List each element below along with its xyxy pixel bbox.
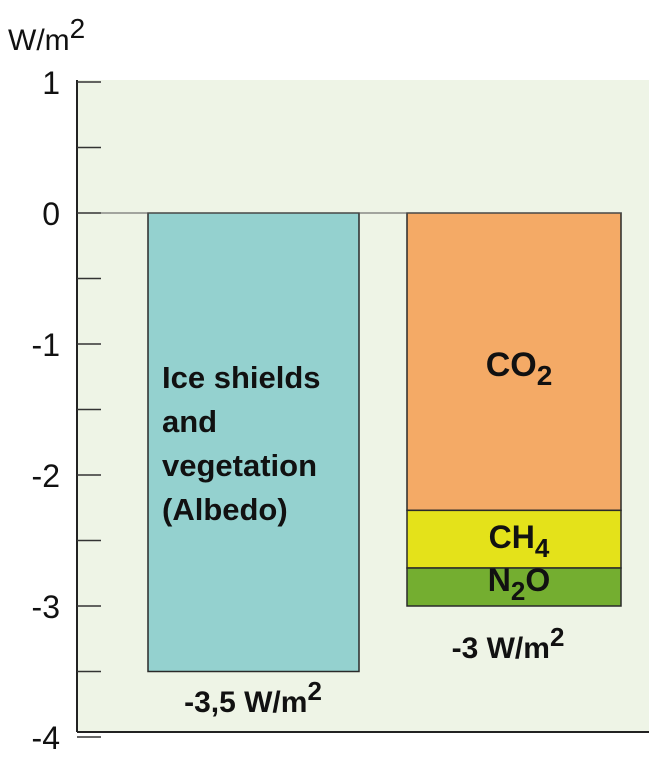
y-tick-label: 0 bbox=[42, 196, 60, 232]
segment-label-3: N2O bbox=[488, 562, 550, 606]
labels-group: Ice shields and vegetation (Albedo) CO2 CH4N2… bbox=[162, 346, 564, 719]
bar-1-total-label: -3,5 W/m2 bbox=[184, 676, 322, 719]
y-tick-label: -2 bbox=[32, 458, 60, 494]
y-axis-unit-label: W/m2 bbox=[8, 13, 85, 57]
bar-1-label-line: vegetation bbox=[162, 448, 317, 483]
y-tick-label: 1 bbox=[42, 65, 60, 101]
bar-1-label-line: (Albedo) bbox=[162, 492, 288, 527]
y-tick-label: -4 bbox=[32, 720, 60, 756]
bar-2-segment-2 bbox=[406, 509, 622, 569]
bar-1-label-line: and bbox=[162, 404, 217, 439]
y-tick-label: -1 bbox=[32, 327, 60, 363]
y-tick-label: -3 bbox=[32, 589, 60, 625]
y-axis: 1 0 -1 -2 -3 -4 W/m2 bbox=[8, 13, 649, 756]
bar-2-segment-3 bbox=[406, 567, 622, 607]
bar-1-label-line: Ice shields bbox=[162, 360, 321, 395]
segment-label-2: CH4 bbox=[489, 519, 550, 563]
bars-group bbox=[147, 212, 622, 673]
bar-1-segment-1 bbox=[147, 212, 360, 673]
bar-2-total-label: -3 W/m2 bbox=[452, 622, 565, 665]
segment-label-1: CO2 bbox=[486, 346, 553, 391]
